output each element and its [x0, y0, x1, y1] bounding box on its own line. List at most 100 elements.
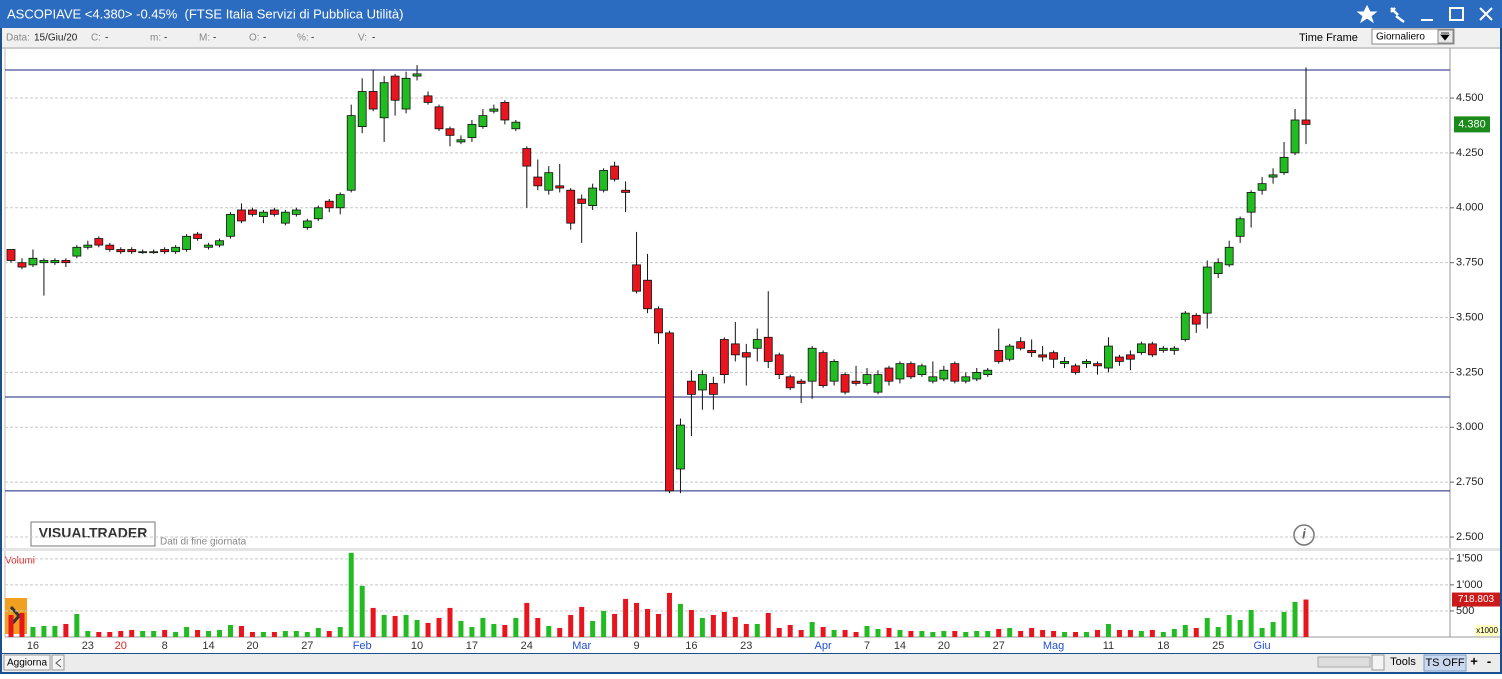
- volume-bar: [217, 629, 223, 637]
- title-bar: [0, 0, 1502, 28]
- volume-bar: [271, 631, 277, 637]
- x-tick-label: 27: [993, 640, 1005, 652]
- volume-bar: [381, 614, 387, 637]
- scroll-right[interactable]: [1371, 654, 1385, 671]
- refresh-label[interactable]: Aggiorna: [7, 658, 47, 669]
- candle-body: [796, 380, 806, 384]
- volume-bar: [1116, 629, 1122, 637]
- volume-bar: [173, 631, 179, 637]
- pane-separator: [2, 548, 1500, 551]
- x-tick-label: 7: [864, 640, 870, 652]
- window-buttons[interactable]: [1356, 4, 1493, 24]
- candle-body: [434, 106, 444, 130]
- volume-bar: [1149, 629, 1155, 637]
- volume-bar: [1193, 627, 1199, 637]
- volume-bar: [74, 613, 80, 637]
- candle-body: [39, 260, 49, 264]
- time-frame-value[interactable]: Giornaliero: [1376, 32, 1425, 43]
- zoom-in[interactable]: +: [1470, 653, 1478, 668]
- favorite-button[interactable]: [1356, 4, 1378, 24]
- volume-bar: [151, 631, 157, 637]
- volume-bar: [1215, 626, 1221, 637]
- scrollbar[interactable]: [1317, 656, 1371, 668]
- candle-body: [522, 148, 532, 167]
- candle-body: [50, 260, 60, 264]
- refresh-button[interactable]: [3, 654, 51, 671]
- field-value: 15/Giu/20: [34, 33, 78, 44]
- zoom-out[interactable]: -: [1487, 653, 1491, 668]
- volume-bar: [1259, 627, 1265, 637]
- volume-bar: [809, 621, 815, 637]
- time-frame-select[interactable]: [1371, 28, 1455, 45]
- candle-body: [884, 367, 894, 382]
- volume-title: Volumi: [5, 556, 35, 567]
- tools-button[interactable]: [1390, 7, 1405, 23]
- info-icon[interactable]: [1293, 524, 1315, 546]
- volume-bar: [282, 631, 288, 637]
- info-bar: [2, 28, 1500, 47]
- y-tick-label: 3.000: [1456, 421, 1484, 433]
- last-volume-box: [1452, 592, 1500, 607]
- volume-bar: [754, 623, 760, 637]
- volume-bar: [1051, 631, 1057, 637]
- volume-bar: [502, 624, 508, 637]
- tools-label[interactable]: Tools: [1390, 656, 1416, 668]
- volume-bar: [535, 617, 541, 637]
- candle-body: [708, 382, 718, 395]
- candle-body: [72, 246, 82, 257]
- candle-body: [621, 189, 630, 193]
- volume-bar: [293, 631, 299, 637]
- volume-bar: [348, 552, 354, 637]
- volume-bar: [1094, 629, 1100, 637]
- scroll-left-icon: [55, 658, 62, 668]
- candle-body: [687, 380, 696, 395]
- window-title: ASCOPIAVE <4.380> -0.45% (FTSE Italia Se…: [7, 6, 403, 21]
- candle-body: [785, 376, 795, 389]
- y-tick-label: 3.750: [1456, 257, 1484, 269]
- candle-body: [324, 200, 334, 209]
- x-tick-label: Feb: [353, 640, 372, 652]
- volume-bar: [524, 602, 530, 637]
- volume-bar: [1237, 619, 1243, 637]
- candle-body: [204, 244, 213, 248]
- volume-bar: [710, 614, 716, 637]
- candle-body: [741, 352, 751, 358]
- maximize-button[interactable]: [1449, 7, 1464, 21]
- logo: VISUALTRADER: [39, 525, 148, 541]
- volume-bar: [568, 614, 574, 637]
- close-button[interactable]: [1479, 7, 1493, 21]
- volume-bar: [1303, 599, 1309, 637]
- field-label: C:: [91, 33, 101, 44]
- candle-body: [818, 352, 828, 386]
- candle-body: [697, 374, 707, 391]
- candle-body: [105, 244, 115, 250]
- field-value: -: [372, 33, 375, 44]
- field-label: m:: [150, 33, 161, 44]
- volume-bar: [370, 607, 376, 637]
- field-value: -: [213, 33, 216, 44]
- volume-bar: [206, 631, 212, 637]
- candle-body: [928, 376, 938, 382]
- candle-body: [160, 249, 170, 253]
- volume-bar: [743, 623, 749, 637]
- x-tick-label: 23: [82, 640, 94, 652]
- candle-body: [939, 369, 949, 380]
- ts-button[interactable]: [1423, 654, 1467, 672]
- volume-bar: [919, 631, 925, 637]
- candle-body: [774, 354, 784, 376]
- candle-body: [676, 424, 685, 470]
- candle-body: [1060, 361, 1069, 365]
- ts-label[interactable]: TS OFF: [1425, 657, 1464, 669]
- field-value: -: [164, 33, 167, 44]
- candle-body: [1191, 314, 1201, 325]
- candle-body: [950, 363, 960, 382]
- volume-bar: [996, 628, 1002, 637]
- volume-bar: [1292, 601, 1298, 637]
- scroll-left[interactable]: [51, 654, 65, 671]
- candle-body: [643, 279, 652, 310]
- volume-bar: [1029, 627, 1035, 637]
- candle-body: [237, 209, 246, 222]
- volume-bar: [41, 625, 47, 637]
- dropdown-icon: [1440, 32, 1450, 41]
